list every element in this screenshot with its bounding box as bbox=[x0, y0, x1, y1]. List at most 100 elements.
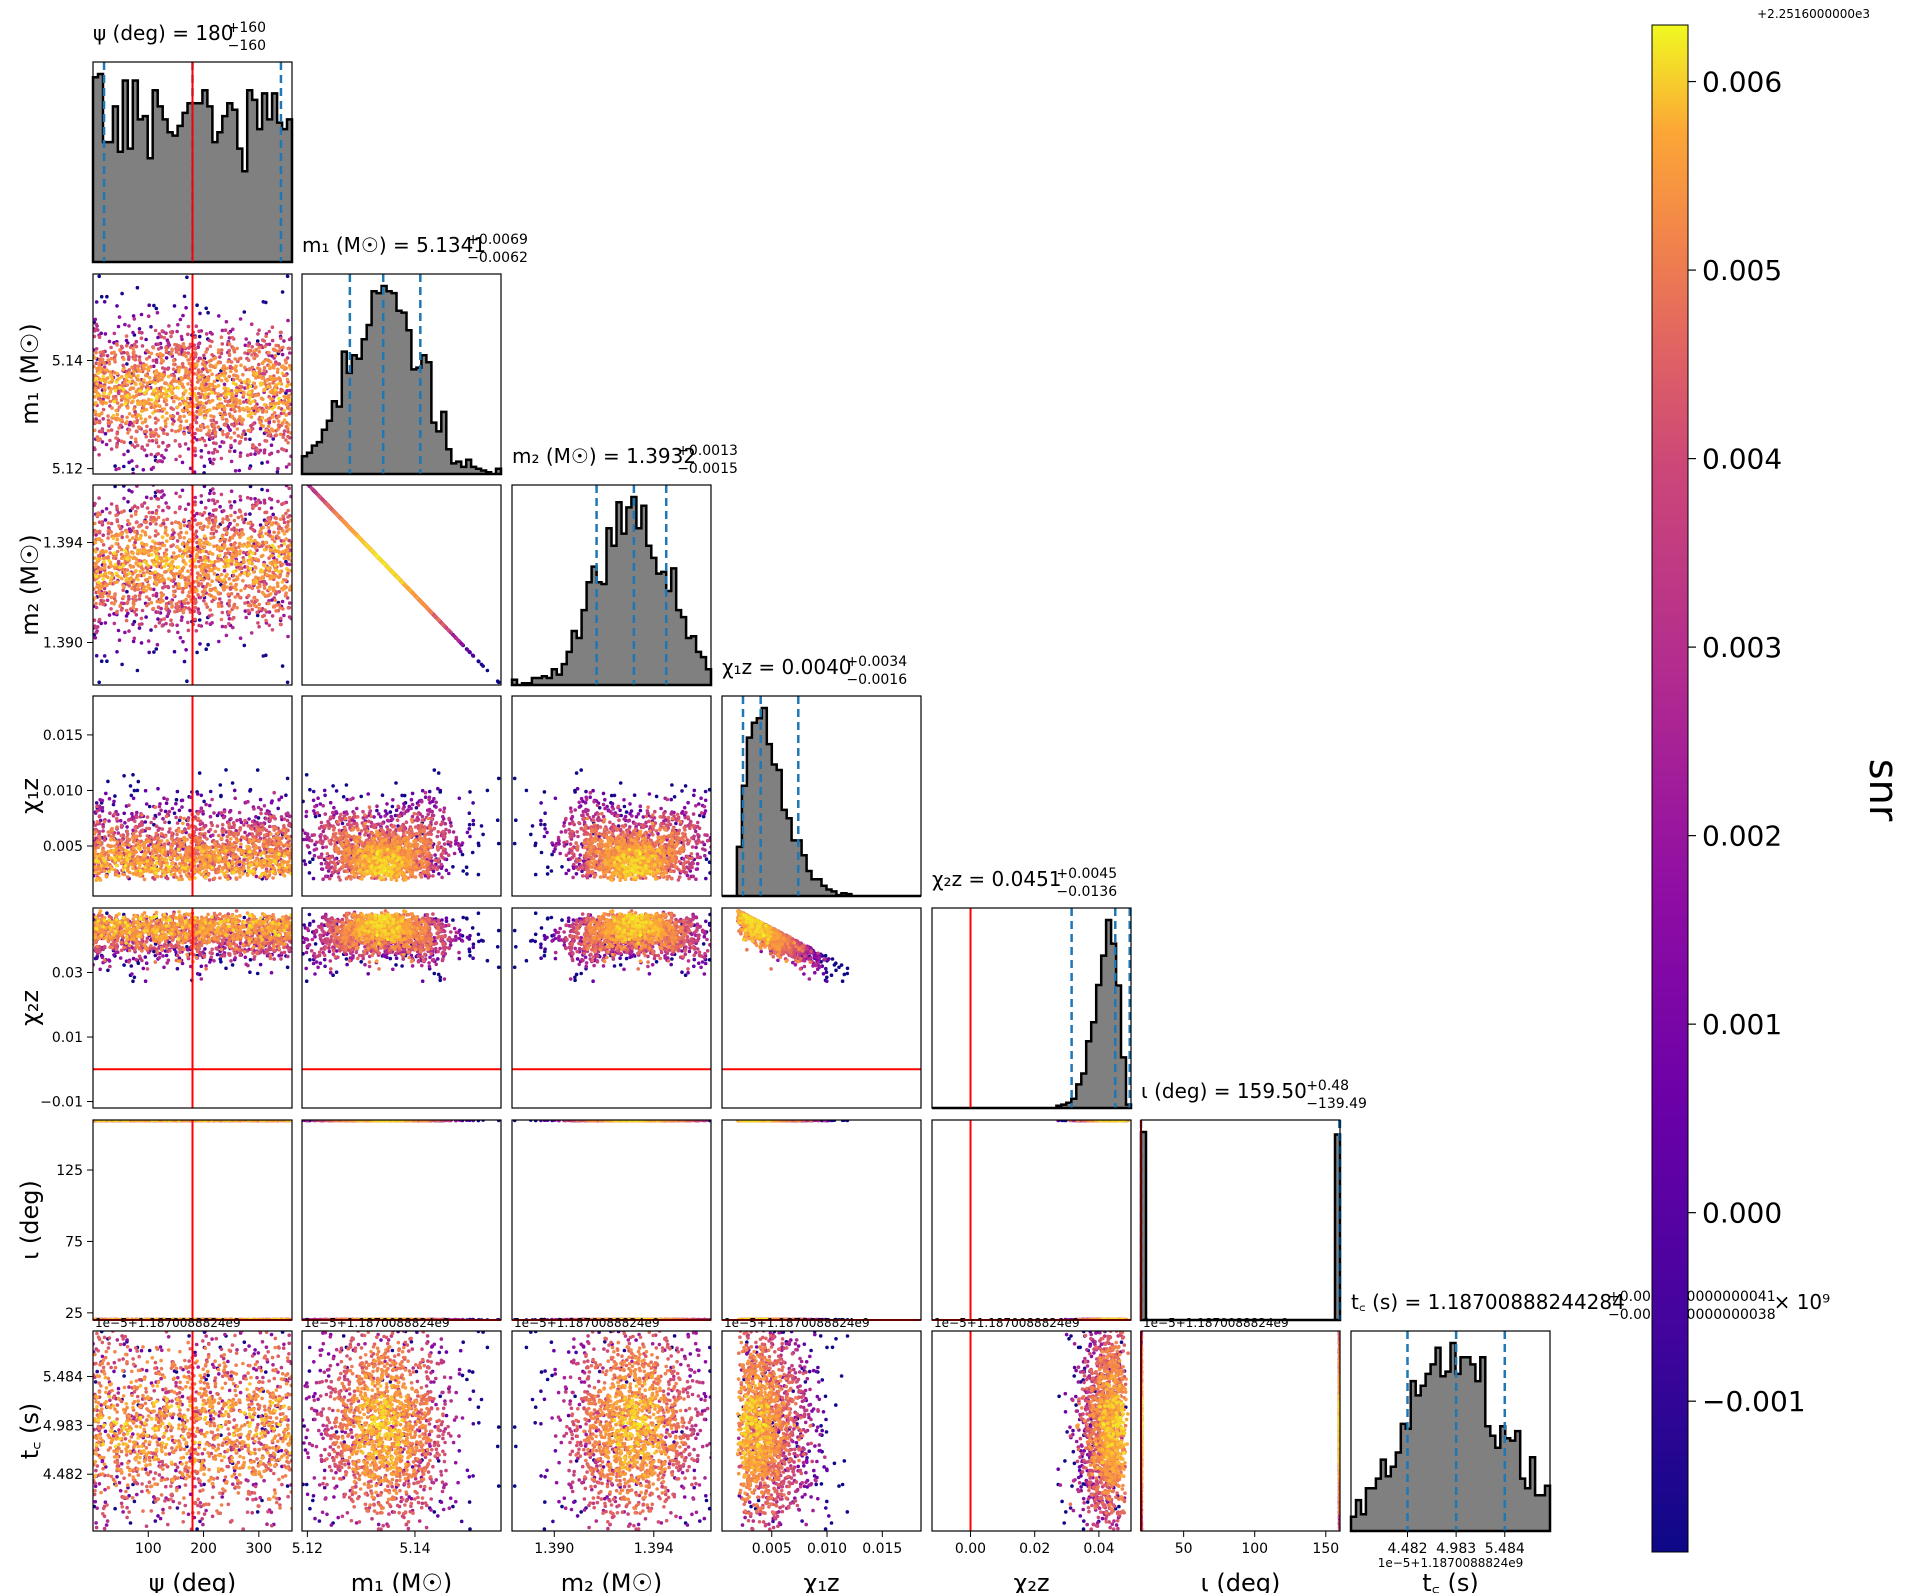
scatter-point bbox=[195, 324, 199, 328]
scatter-point bbox=[234, 588, 238, 592]
scatter-point bbox=[122, 475, 126, 479]
scatter-point bbox=[122, 595, 126, 599]
scatter-point bbox=[179, 525, 183, 529]
scatter-point bbox=[99, 351, 103, 355]
scatter-point bbox=[256, 586, 260, 590]
scatter-point bbox=[255, 580, 259, 584]
scatter-point bbox=[281, 353, 285, 357]
scatter-point bbox=[198, 413, 202, 417]
scatter-point bbox=[156, 418, 160, 422]
scatter-point bbox=[128, 578, 132, 582]
scatter-point bbox=[167, 577, 171, 581]
scatter-point bbox=[267, 425, 271, 429]
scatter-point bbox=[233, 357, 237, 361]
scatter-point bbox=[225, 573, 229, 577]
scatter-point bbox=[287, 557, 291, 561]
scatter-point bbox=[205, 410, 209, 414]
scatter-point bbox=[148, 380, 152, 384]
scatter-point bbox=[263, 403, 267, 407]
scatter-point bbox=[115, 432, 119, 436]
scatter-point bbox=[145, 551, 149, 555]
scatter-point bbox=[152, 563, 156, 567]
scatter-point bbox=[140, 503, 144, 507]
scatter-point bbox=[286, 523, 290, 527]
scatter-point bbox=[200, 424, 204, 428]
scatter-point bbox=[115, 505, 119, 509]
scatter-point bbox=[157, 390, 161, 394]
scatter-point bbox=[497, 681, 501, 685]
scatter-point bbox=[138, 359, 142, 363]
scatter-point bbox=[238, 440, 242, 444]
scatter-point bbox=[176, 405, 180, 409]
scatter-point bbox=[182, 536, 186, 540]
scatter-point bbox=[228, 538, 232, 542]
scatter-point bbox=[166, 432, 170, 436]
scatter-point bbox=[115, 304, 119, 308]
scatter-point bbox=[264, 532, 268, 536]
scatter-point bbox=[276, 479, 280, 483]
scatter-point bbox=[273, 411, 277, 415]
scatter-point bbox=[277, 382, 281, 386]
scatter-point bbox=[199, 428, 203, 432]
scatter-point bbox=[218, 505, 222, 509]
scatter-point bbox=[293, 469, 297, 473]
scatter-point bbox=[125, 344, 129, 348]
scatter-point bbox=[249, 497, 253, 501]
scatter-point bbox=[152, 304, 156, 308]
scatter-point bbox=[184, 549, 188, 553]
scatter-point bbox=[226, 432, 230, 436]
scatter-point bbox=[122, 357, 126, 361]
scatter-point bbox=[247, 609, 251, 613]
scatter-point bbox=[115, 372, 119, 376]
scatter-point bbox=[117, 560, 121, 564]
scatter-point bbox=[282, 501, 286, 505]
scatter-point bbox=[184, 648, 188, 652]
scatter-point bbox=[285, 548, 289, 552]
scatter-point bbox=[251, 422, 255, 426]
scatter-point bbox=[253, 604, 257, 608]
scatter-point bbox=[163, 570, 167, 574]
scatter-point bbox=[144, 533, 148, 537]
scatter-point bbox=[271, 535, 275, 539]
scatter-point bbox=[131, 424, 135, 428]
scatter-point bbox=[99, 586, 103, 590]
scatter-point bbox=[276, 470, 280, 474]
scatter-point bbox=[160, 579, 164, 583]
scatter-point bbox=[188, 539, 192, 543]
scatter-point bbox=[103, 566, 107, 570]
scatter-point bbox=[233, 595, 237, 599]
scatter-point bbox=[174, 511, 178, 515]
scatter-point bbox=[122, 453, 126, 457]
scatter-point bbox=[257, 469, 261, 473]
scatter-point bbox=[254, 405, 258, 409]
scatter-point bbox=[260, 488, 264, 492]
scatter-point bbox=[233, 500, 237, 504]
scatter-point bbox=[138, 597, 142, 601]
scatter-point bbox=[95, 382, 99, 386]
scatter-point bbox=[241, 407, 245, 411]
scatter-point bbox=[302, 479, 306, 483]
scatter-point bbox=[140, 336, 144, 340]
scatter-point bbox=[210, 579, 214, 583]
scatter-point bbox=[204, 350, 208, 354]
scatter-point bbox=[136, 444, 140, 448]
scatter-point bbox=[269, 360, 273, 364]
scatter-point bbox=[184, 584, 188, 588]
scatter-point bbox=[116, 413, 120, 417]
scatter-point bbox=[272, 531, 276, 535]
scatter-point bbox=[230, 360, 234, 364]
scatter-point bbox=[268, 520, 272, 524]
scatter-point bbox=[94, 351, 98, 355]
scatter-point bbox=[120, 418, 124, 422]
scatter-point bbox=[266, 358, 270, 362]
scatter-point bbox=[228, 577, 232, 581]
scatter-point bbox=[251, 400, 255, 404]
scatter-point bbox=[125, 535, 129, 539]
scatter-point bbox=[165, 403, 169, 407]
scatter-point bbox=[183, 295, 187, 299]
scatter-point bbox=[251, 366, 255, 370]
scatter-point bbox=[225, 367, 229, 371]
scatter-point bbox=[238, 542, 242, 546]
scatter-point bbox=[183, 432, 187, 436]
scatter-point bbox=[218, 554, 222, 558]
